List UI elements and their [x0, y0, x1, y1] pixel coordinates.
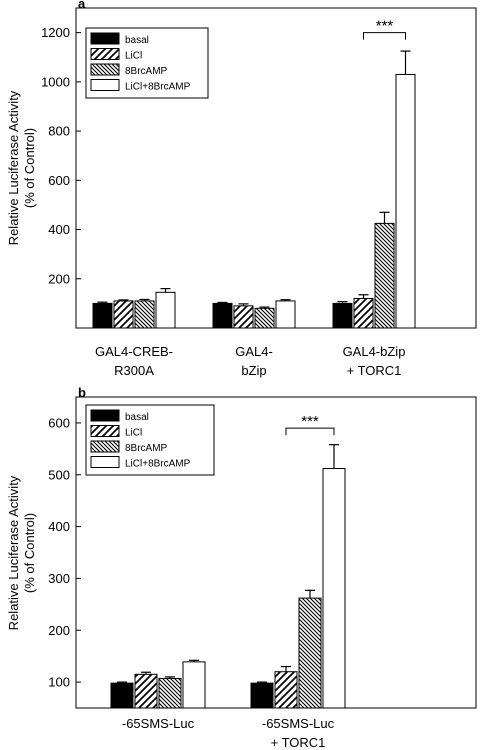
bar-solid: [110, 682, 134, 709]
bar-diag-up: [274, 671, 298, 709]
bar-diag-up: [233, 305, 254, 329]
bar-white: [275, 300, 296, 329]
category-label: GAL4-: [235, 344, 273, 359]
legend-swatch-solid: [90, 32, 120, 45]
y-tick-label: 1000: [41, 74, 70, 89]
bar-diag-up: [134, 673, 158, 709]
panel-label: a: [78, 0, 86, 11]
y-tick-label: 400: [48, 519, 70, 534]
legend-swatch-white: [90, 456, 120, 468]
y-tick-label: 100: [48, 675, 70, 690]
significance-label: ***: [376, 18, 394, 35]
bar-diag-down: [134, 300, 155, 329]
significance-bracket: [363, 32, 406, 40]
y-axis-label-line1: Relative Luciferase Activity: [6, 90, 21, 245]
y-tick-label: 600: [48, 173, 70, 188]
significance-label: ***: [301, 413, 319, 430]
legend-swatch-diag-down: [90, 63, 120, 76]
bar-diag-up: [353, 297, 374, 329]
chart-panel-b: b 100 200 300 400 500 600 Relative Luciferase A…: [6, 385, 477, 750]
category-label: + TORC1: [271, 735, 326, 750]
legend-label: LiCl: [125, 51, 142, 62]
bar-solid: [212, 302, 233, 329]
y-tick-label: 200: [48, 271, 70, 286]
y-axis-label-line2: (% of Control): [22, 513, 37, 593]
legend-label: basal: [125, 412, 149, 423]
legend-swatch-white: [90, 79, 120, 91]
bar-solid: [92, 302, 113, 329]
y-axis-label-line1: Relative Luciferase Activity: [6, 475, 21, 630]
category-label: GAL4-CREB-: [95, 344, 173, 359]
bar-diag-down: [254, 307, 275, 329]
category-label: GAL4-bZip: [343, 344, 406, 359]
y-tick-label: 600: [48, 415, 70, 430]
bar-diag-down: [298, 597, 322, 709]
bar-white: [322, 468, 346, 709]
legend-label: LiCl+8BrcAMP: [125, 459, 191, 470]
significance-bracket: [285, 427, 335, 436]
y-tick-label: 200: [48, 623, 70, 638]
legend-label: basal: [125, 35, 149, 46]
legend-swatch-diag-up: [90, 48, 120, 60]
legend-swatch-diag-up: [90, 425, 120, 437]
y-axis-label-line2: (% of Control): [22, 128, 37, 208]
legend-label: 8BrcAMP: [125, 443, 168, 454]
bar-white: [155, 291, 176, 329]
y-tick-label: 1200: [41, 25, 70, 40]
category-label: -65SMS-Luc: [262, 716, 335, 731]
bar-solid: [250, 682, 274, 709]
category-label: R300A: [114, 363, 154, 378]
category-label: bZip: [241, 363, 266, 378]
category-label: + TORC1: [347, 363, 402, 378]
bar-diag-up: [113, 300, 134, 329]
chart-panel-a: a 200 400 600 800 1000 1200 Relative Luciferase…: [6, 0, 477, 378]
panel-label: b: [78, 385, 86, 400]
bar-white: [395, 73, 416, 329]
bar-white: [182, 661, 206, 709]
bar-solid: [332, 302, 353, 329]
legend-swatch-diag-down: [90, 440, 120, 453]
category-label: -65SMS-Luc: [122, 716, 195, 731]
bar-diag-down: [158, 677, 182, 709]
y-tick-label: 400: [48, 222, 70, 237]
legend-label: 8BrcAMP: [125, 66, 168, 77]
bar-diag-down: [374, 222, 395, 329]
legend-swatch-solid: [90, 409, 120, 422]
y-tick-label: 800: [48, 124, 70, 139]
y-tick-label: 500: [48, 467, 70, 482]
y-tick-label: 300: [48, 571, 70, 586]
legend-label: LiCl: [125, 428, 142, 439]
legend-label: LiCl+8BrcAMP: [125, 82, 191, 93]
